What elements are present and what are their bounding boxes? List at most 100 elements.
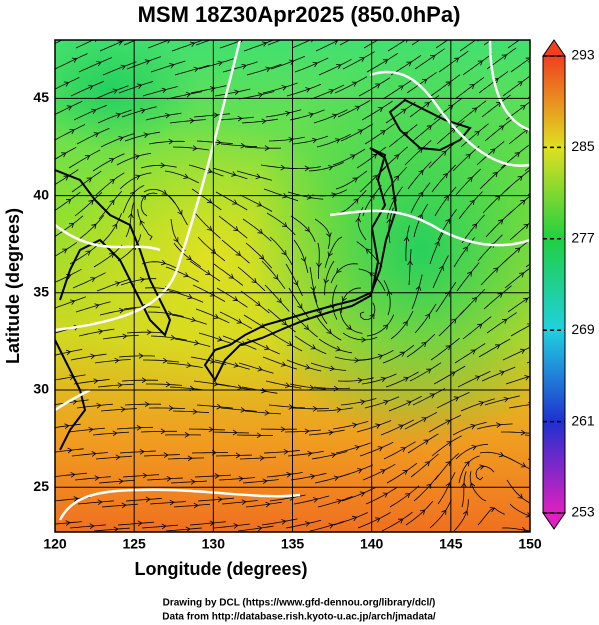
streamline xyxy=(461,471,467,508)
streamline xyxy=(243,314,275,335)
streamline-arrow xyxy=(331,113,338,119)
streamline-arrow xyxy=(231,171,237,177)
streamline xyxy=(405,225,410,262)
streamline xyxy=(165,266,199,283)
streamline xyxy=(167,194,188,226)
coastline xyxy=(55,169,172,337)
streamline-arrow xyxy=(494,344,501,350)
streamline-arrow xyxy=(209,520,215,527)
streamline-arrow xyxy=(192,408,198,415)
streamline-arrow xyxy=(498,125,505,131)
streamline xyxy=(361,100,393,121)
streamline-arrow xyxy=(109,179,115,185)
streamline-arrow xyxy=(518,272,525,278)
streamline xyxy=(413,474,439,502)
x-axis-label: Longitude (degrees) xyxy=(134,559,307,579)
streamline-arrow xyxy=(310,286,316,292)
streamline-arrow xyxy=(232,296,239,301)
streamline-arrow xyxy=(501,318,508,324)
cool-region xyxy=(250,50,530,450)
streamline-arrow xyxy=(144,59,151,65)
streamline xyxy=(140,164,177,169)
streamline-arrow xyxy=(209,358,216,364)
streamline-arrow xyxy=(209,86,216,92)
streamline-arrow xyxy=(351,422,358,429)
streamline xyxy=(364,123,396,145)
streamline-arrow xyxy=(261,41,268,47)
x-tick-label: 150 xyxy=(518,536,542,552)
streamline xyxy=(410,453,439,478)
streamline xyxy=(428,414,462,433)
streamline xyxy=(213,263,244,286)
streamline xyxy=(190,85,227,94)
streamline-arrow xyxy=(213,313,219,319)
streamline-arrow xyxy=(128,213,134,219)
streamline-arrow xyxy=(333,475,340,481)
streamline-arrow xyxy=(407,260,413,266)
streamline xyxy=(409,95,440,118)
streamline xyxy=(76,128,110,145)
streamline xyxy=(335,442,371,454)
streamline xyxy=(342,51,375,70)
streamline xyxy=(217,116,254,121)
streamline xyxy=(437,472,456,505)
streamline xyxy=(245,242,273,269)
streamline xyxy=(452,145,480,172)
streamline-arrow xyxy=(169,499,175,506)
streamline xyxy=(431,164,456,193)
streamline-arrow xyxy=(353,198,359,204)
streamline-arrow xyxy=(255,300,261,307)
streamline-arrow xyxy=(65,520,71,526)
streamline-arrow xyxy=(418,169,424,176)
streamline xyxy=(314,218,331,249)
colorbar-extend xyxy=(542,39,566,57)
streamline-arrow xyxy=(265,66,271,72)
streamline xyxy=(261,518,298,526)
streamline xyxy=(358,350,394,361)
streamline xyxy=(476,141,505,166)
streamline-arrow xyxy=(257,228,263,234)
streamline-arrow xyxy=(276,297,282,304)
streamline xyxy=(141,524,178,529)
streamline-arrow xyxy=(217,496,223,503)
streamline-arrow xyxy=(300,256,307,263)
streamline xyxy=(308,429,345,436)
streamline-arrow xyxy=(264,344,270,351)
streamline-arrow xyxy=(273,274,279,280)
streamline xyxy=(310,84,345,100)
streamline xyxy=(408,249,412,286)
streamline xyxy=(55,348,83,356)
streamline xyxy=(294,57,329,73)
streamline-arrow xyxy=(112,223,118,229)
streamline xyxy=(309,520,345,532)
streamline xyxy=(75,301,111,313)
streamline-arrow xyxy=(120,406,126,413)
streamline-arrow xyxy=(143,132,149,138)
streamline-arrow xyxy=(284,382,291,389)
streamline-arrow xyxy=(328,429,334,436)
streamline-arrow xyxy=(145,496,151,503)
streamline-arrow xyxy=(183,173,189,179)
colorbar-tick-label: 261 xyxy=(571,412,595,428)
streamline-arrow xyxy=(311,137,318,144)
streamline xyxy=(366,53,399,73)
streamline xyxy=(164,170,199,184)
streamline xyxy=(222,61,258,73)
streamline-arrow xyxy=(241,499,247,505)
streamline xyxy=(462,53,493,76)
streamline xyxy=(289,383,326,390)
streamline xyxy=(97,109,132,124)
streamline xyxy=(191,452,229,454)
streamline xyxy=(55,215,84,237)
streamline-arrow xyxy=(464,461,470,467)
streamline xyxy=(476,423,513,430)
streamline-arrow xyxy=(336,267,342,274)
streamline xyxy=(411,274,423,310)
streamline xyxy=(242,479,279,484)
streamline xyxy=(100,133,135,148)
streamline xyxy=(245,501,282,508)
streamline-arrow xyxy=(186,255,192,261)
streamline xyxy=(410,182,431,214)
streamline-arrow xyxy=(288,59,295,65)
streamline-arrow xyxy=(359,491,366,497)
